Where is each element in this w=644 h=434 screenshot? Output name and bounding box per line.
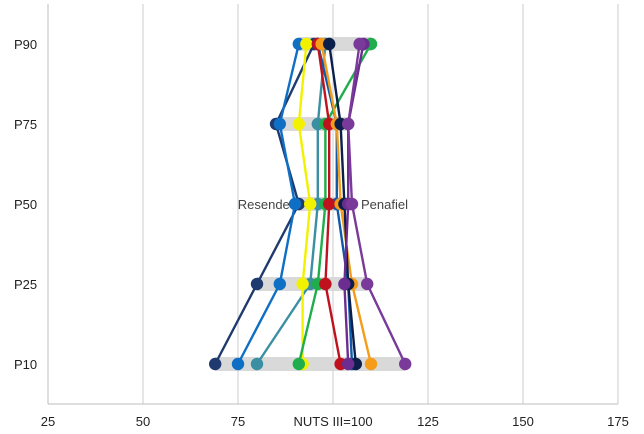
data-point bbox=[338, 277, 351, 291]
annotation-label: Resende bbox=[238, 197, 290, 212]
y-tick-label: P75 bbox=[14, 117, 37, 132]
y-tick-labels: P90 P75 P50 P25 P10 bbox=[14, 37, 37, 372]
data-point bbox=[364, 357, 378, 371]
x-tick-labels: 25 50 75 125 150 175 bbox=[41, 414, 629, 429]
annotation-label: Penafiel bbox=[361, 197, 408, 212]
x-tick-label: 50 bbox=[136, 414, 150, 429]
data-point bbox=[250, 357, 264, 371]
y-tick-label: P10 bbox=[14, 357, 37, 372]
annotations: Resende Penafiel bbox=[238, 197, 408, 212]
x-tick-label: 75 bbox=[231, 414, 245, 429]
x-tick-label: 25 bbox=[41, 414, 55, 429]
data-point bbox=[273, 117, 286, 131]
data-point bbox=[304, 197, 317, 211]
data-point bbox=[296, 277, 309, 291]
data-point bbox=[319, 277, 332, 291]
data-point bbox=[292, 357, 305, 371]
data-point bbox=[323, 37, 336, 51]
data-point bbox=[342, 117, 355, 131]
data-point bbox=[323, 197, 336, 211]
data-point bbox=[300, 37, 313, 51]
data-point bbox=[273, 277, 286, 291]
data-point bbox=[231, 357, 245, 371]
data-point bbox=[292, 117, 305, 131]
data-point bbox=[288, 197, 302, 211]
data-point bbox=[399, 357, 412, 371]
x-tick-label: 125 bbox=[417, 414, 439, 429]
data-point bbox=[209, 357, 222, 371]
data-point bbox=[342, 357, 355, 371]
data-point bbox=[345, 197, 359, 211]
data-point bbox=[250, 277, 264, 291]
data-point bbox=[353, 37, 366, 51]
data-point bbox=[361, 277, 374, 291]
x-tick-label: 175 bbox=[607, 414, 629, 429]
x-tick-label: 150 bbox=[512, 414, 534, 429]
y-tick-label: P25 bbox=[14, 277, 37, 292]
series-points bbox=[209, 37, 412, 371]
x-axis-label: NUTS III=100 bbox=[293, 414, 372, 429]
y-tick-label: P90 bbox=[14, 37, 37, 52]
y-tick-label: P50 bbox=[14, 197, 37, 212]
